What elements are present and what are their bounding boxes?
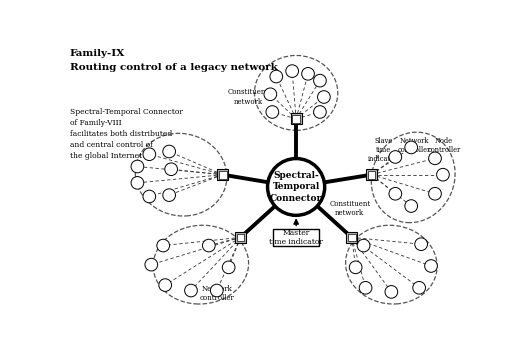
Ellipse shape xyxy=(222,261,235,274)
Ellipse shape xyxy=(202,239,215,252)
Ellipse shape xyxy=(185,284,197,297)
Ellipse shape xyxy=(389,151,402,163)
Ellipse shape xyxy=(313,106,326,118)
Text: Constituent
network: Constituent network xyxy=(228,88,269,105)
Ellipse shape xyxy=(163,145,176,158)
Ellipse shape xyxy=(163,189,176,201)
Ellipse shape xyxy=(286,65,298,78)
Ellipse shape xyxy=(159,279,172,291)
Ellipse shape xyxy=(266,106,279,118)
Ellipse shape xyxy=(385,286,398,298)
Ellipse shape xyxy=(270,70,283,83)
Ellipse shape xyxy=(145,258,158,271)
Text: Network
controller: Network controller xyxy=(199,285,234,302)
Ellipse shape xyxy=(359,281,372,294)
Text: Network
controller: Network controller xyxy=(397,137,431,154)
Ellipse shape xyxy=(264,88,276,101)
Bar xyxy=(273,229,319,246)
Ellipse shape xyxy=(302,68,314,80)
Ellipse shape xyxy=(405,141,418,154)
Ellipse shape xyxy=(429,152,441,165)
Bar xyxy=(237,234,244,241)
Ellipse shape xyxy=(349,261,362,274)
Ellipse shape xyxy=(268,159,325,215)
Ellipse shape xyxy=(143,190,156,203)
Ellipse shape xyxy=(317,91,330,103)
Ellipse shape xyxy=(413,281,425,294)
Bar xyxy=(346,232,357,243)
Ellipse shape xyxy=(131,177,144,189)
Ellipse shape xyxy=(313,74,326,87)
Ellipse shape xyxy=(437,169,450,181)
Ellipse shape xyxy=(157,239,169,252)
Ellipse shape xyxy=(405,200,418,212)
Text: Master
time indicator: Master time indicator xyxy=(269,229,323,246)
Ellipse shape xyxy=(389,188,402,200)
Ellipse shape xyxy=(143,148,156,161)
Text: Family-IX: Family-IX xyxy=(70,49,125,58)
Ellipse shape xyxy=(210,284,223,297)
Bar xyxy=(368,171,375,178)
Text: Routing control of a legacy network: Routing control of a legacy network xyxy=(70,63,278,72)
Text: Spectral-Temporal Connector
of Family-VIII
facilitates both distributed
and cent: Spectral-Temporal Connector of Family-VI… xyxy=(70,108,183,160)
Text: Node
controller: Node controller xyxy=(428,137,461,154)
Bar xyxy=(291,113,302,124)
Ellipse shape xyxy=(429,188,441,200)
Text: Constituent
network: Constituent network xyxy=(329,200,370,217)
Ellipse shape xyxy=(357,239,370,252)
Bar xyxy=(366,169,377,180)
Text: Slave
time
indicator: Slave time indicator xyxy=(368,137,399,163)
Ellipse shape xyxy=(165,163,178,176)
Bar xyxy=(217,169,228,180)
Bar xyxy=(292,115,300,123)
Text: Spectral-
Temporal
Connector: Spectral- Temporal Connector xyxy=(270,171,322,203)
Ellipse shape xyxy=(424,260,437,272)
Bar xyxy=(348,234,355,241)
Bar xyxy=(219,171,227,178)
Bar xyxy=(235,232,246,243)
Ellipse shape xyxy=(131,160,144,173)
Ellipse shape xyxy=(415,238,428,251)
